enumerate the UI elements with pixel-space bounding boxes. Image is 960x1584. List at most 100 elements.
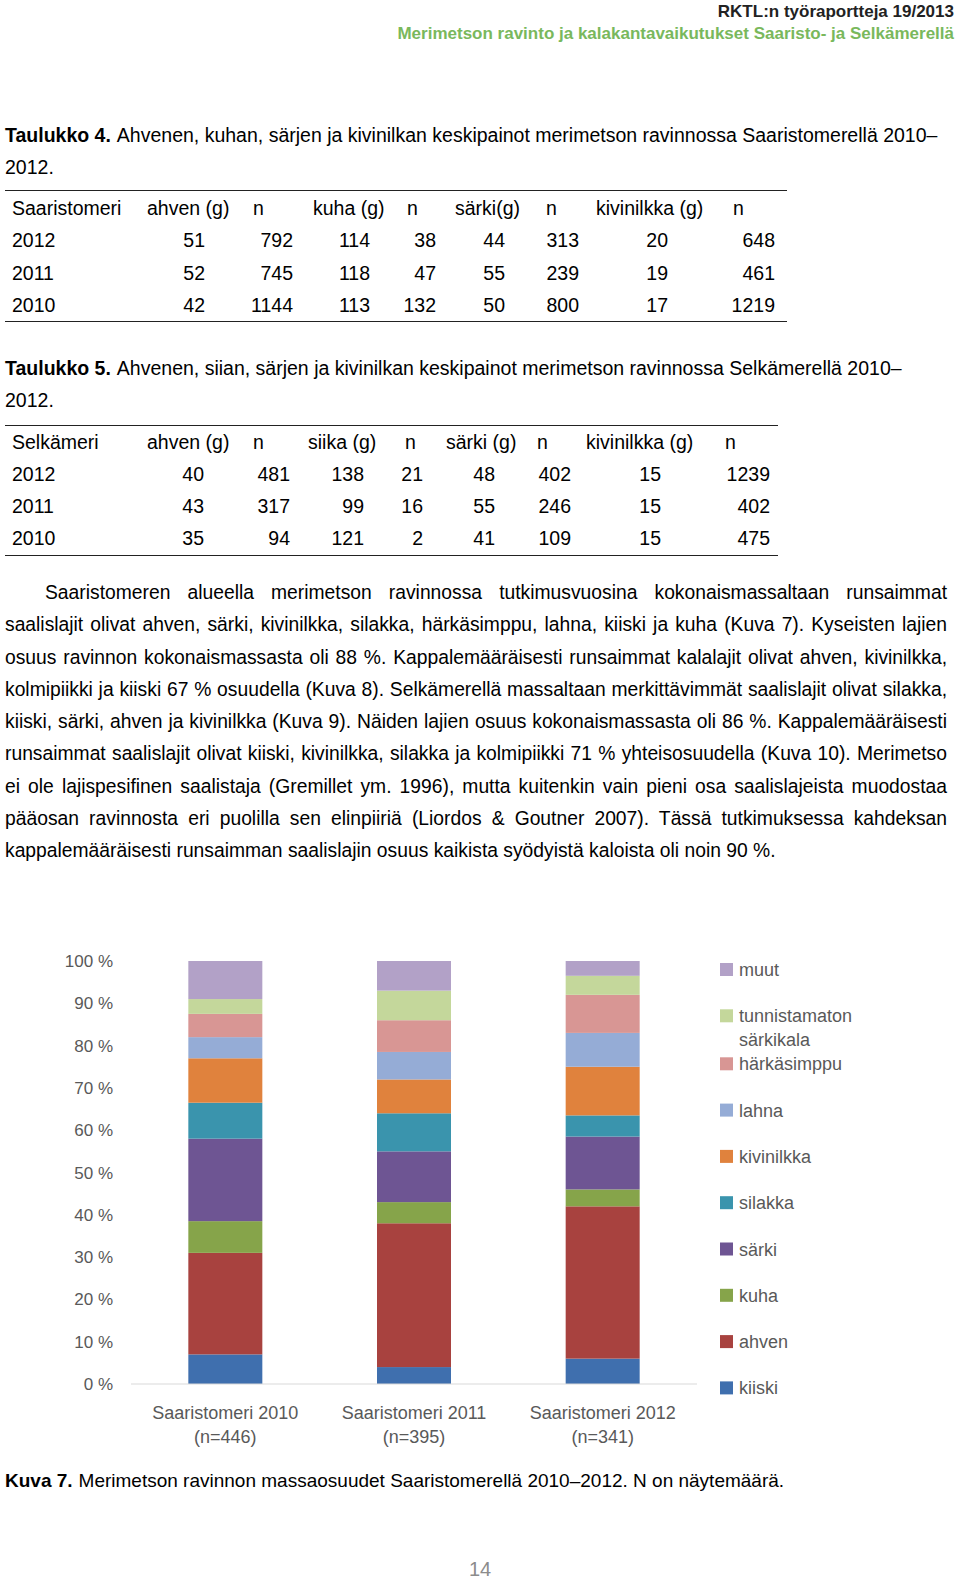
body-paragraph: Saaristomeren alueella merimetson ravinn…: [5, 577, 947, 868]
legend-swatch: [720, 1009, 733, 1022]
bar-segment: [566, 961, 640, 976]
table-caption: Taulukko 4.Ahvenen, kuhan, särjen ja kiv…: [5, 119, 940, 183]
y-tick-label: 20 %: [74, 1290, 113, 1309]
table-caption-text: Ahvenen, siian, särjen ja kivinilkan kes…: [5, 357, 902, 411]
bar-segment: [377, 991, 451, 1021]
y-tick-label: 80 %: [74, 1037, 113, 1056]
bar-segment: [566, 1115, 640, 1136]
table-cell: 2012: [12, 463, 55, 486]
bar-segment: [377, 1079, 451, 1113]
legend-swatch: [720, 1289, 733, 1302]
bar-segment: [188, 1058, 262, 1102]
table-header-cell: n: [537, 431, 548, 454]
table-header-cell: särki(g): [455, 197, 520, 220]
legend-label: tunnistamatonsärkikala: [739, 1006, 852, 1050]
bar-segment: [188, 1354, 262, 1384]
bar-segment: [188, 1221, 262, 1253]
table-cell: 42: [183, 294, 205, 317]
report-series: RKTL:n työraportteja 19/2013: [718, 2, 954, 22]
table-header-cell: n: [253, 197, 264, 220]
figure-caption-label: Kuva 7.: [5, 1470, 73, 1491]
bar-segment: [188, 1139, 262, 1221]
legend-swatch: [720, 1381, 733, 1394]
table-cell: 792: [260, 229, 293, 252]
bar-segment: [377, 1151, 451, 1202]
table-cell: 48: [473, 463, 495, 486]
table-header-cell: Selkämeri: [12, 431, 99, 454]
bar-segment: [188, 961, 262, 999]
table-cell: 461: [742, 262, 775, 285]
table-cell: 19: [646, 262, 668, 285]
legend-label: särki: [739, 1240, 777, 1260]
bar-segment: [377, 1052, 451, 1079]
table-cell: 121: [331, 527, 364, 550]
table-cell: 40: [182, 463, 204, 486]
table-cell: 2011: [12, 262, 54, 285]
table-header-cell: Saaristomeri: [12, 197, 121, 220]
y-tick-label: 100 %: [65, 952, 113, 971]
table-header-cell: n: [407, 197, 418, 220]
table-cell: 43: [182, 495, 204, 518]
bar-segment: [566, 1067, 640, 1116]
table-cell: 109: [538, 527, 571, 550]
chart: 0 %10 %20 %30 %40 %50 %60 %70 %80 %90 %1…: [0, 0, 960, 1584]
table-header-cell: särki (g): [446, 431, 516, 454]
table-header-cell: n: [405, 431, 416, 454]
bar-segment: [566, 1359, 640, 1384]
legend-label: muut: [739, 960, 779, 980]
table-cell: 402: [737, 495, 770, 518]
table-cell: 648: [742, 229, 775, 252]
table-header-cell: ahven (g): [147, 197, 229, 220]
bar-segment: [566, 976, 640, 995]
report-title: Merimetson ravinto ja kalakantavaikutuks…: [397, 24, 954, 44]
table-cell: 2: [412, 527, 423, 550]
table-cell: 118: [339, 262, 370, 285]
table-cell: 402: [538, 463, 571, 486]
bar-segment: [188, 1253, 262, 1355]
legend-label: ahven: [739, 1332, 788, 1352]
table-cell: 113: [339, 294, 370, 317]
table-caption-text: Ahvenen, kuhan, särjen ja kivinilkan kes…: [5, 124, 937, 178]
table-cell: 132: [403, 294, 436, 317]
legend-label: härkäsimppu: [739, 1054, 842, 1074]
y-tick-label: 60 %: [74, 1121, 113, 1140]
bar-segment: [566, 1033, 640, 1067]
table-cell: 21: [401, 463, 423, 486]
legend-swatch: [720, 1196, 733, 1209]
legend-swatch: [720, 1104, 733, 1117]
legend-swatch: [720, 963, 733, 976]
bar-segment: [377, 1367, 451, 1384]
table-cell: 55: [483, 262, 505, 285]
bar-segment: [377, 1202, 451, 1223]
legend-label: kiiski: [739, 1378, 778, 1398]
legend-swatch: [720, 1150, 733, 1163]
table-cell: 16: [401, 495, 423, 518]
bar-segment: [377, 1223, 451, 1367]
table-cell: 1144: [251, 294, 293, 317]
bar-segment: [377, 1113, 451, 1151]
table-rule: [5, 555, 778, 556]
table-caption-label: Taulukko 4.: [5, 124, 111, 146]
legend-swatch: [720, 1243, 733, 1256]
bars: [188, 961, 639, 1384]
table-rule: [5, 321, 787, 322]
bar-segment: [188, 999, 262, 1014]
x-tick-label: Saaristomeri 2011(n=395): [342, 1403, 487, 1447]
table-header-cell: n: [253, 431, 264, 454]
table-cell: 317: [257, 495, 290, 518]
bar-segment: [188, 1037, 262, 1058]
x-tick-label: Saaristomeri 2012(n=341): [530, 1403, 676, 1447]
table-cell: 38: [414, 229, 436, 252]
table-cell: 2011: [12, 495, 54, 518]
table-rule: [5, 425, 778, 426]
table-cell: 17: [646, 294, 668, 317]
table-cell: 52: [183, 262, 205, 285]
table-rule: [5, 190, 787, 191]
table-cell: 20: [646, 229, 668, 252]
table-header-cell: n: [733, 197, 744, 220]
table-cell: 246: [538, 495, 571, 518]
table-cell: 44: [483, 229, 505, 252]
legend-label: lahna: [739, 1101, 784, 1121]
table-caption-label: Taulukko 5.: [5, 357, 111, 379]
table-header-cell: n: [546, 197, 557, 220]
